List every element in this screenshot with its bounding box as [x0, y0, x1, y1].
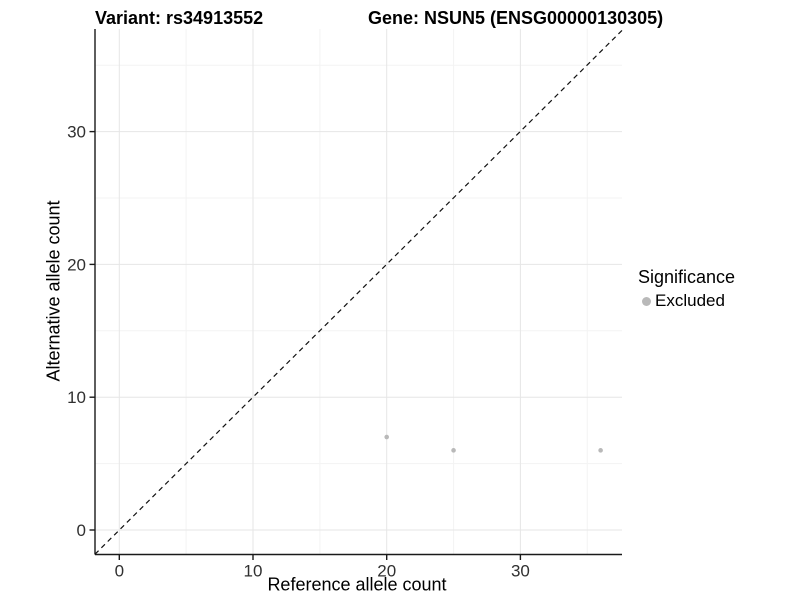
y-tick-label: 10: [67, 388, 86, 407]
x-tick-label: 30: [511, 562, 530, 581]
x-axis-title: Reference allele count: [267, 574, 447, 595]
x-tick-label: 20: [377, 562, 396, 581]
y-tick-label: 20: [67, 255, 86, 274]
legend-point-icon: [642, 296, 651, 306]
plot-title-variant: Variant: rs34913552: [95, 8, 264, 28]
data-point: [598, 448, 603, 453]
legend-item: Excluded: [638, 291, 735, 311]
legend-item-label: Excluded: [655, 291, 725, 310]
x-tick-label: 10: [244, 562, 263, 581]
legend-title: Significance: [638, 267, 736, 287]
data-point: [384, 434, 390, 440]
y-tick-label: 0: [77, 521, 86, 540]
plot-title-gene: Gene: NSUN5 (ENSG00000130305): [368, 8, 664, 28]
y-tick-label: 30: [67, 123, 86, 142]
data-point: [451, 448, 456, 453]
x-tick-label: 0: [115, 562, 124, 581]
legend: Significance Excluded: [638, 267, 735, 311]
y-axis-title: Alternative allele count: [43, 200, 64, 382]
identity-line: [94, 29, 623, 555]
